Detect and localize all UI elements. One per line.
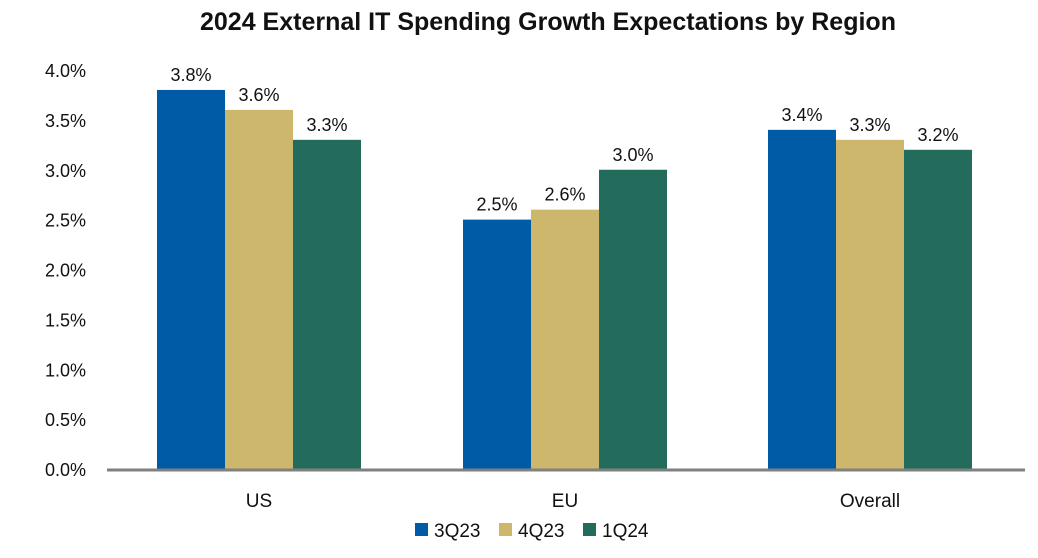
bar-1Q24-EU [599, 169, 667, 469]
y-tick-label: 3.0% [45, 161, 86, 181]
data-label: 3.3% [849, 115, 890, 135]
y-tick-label: 2.5% [45, 211, 86, 231]
y-tick-label: 0.5% [45, 410, 86, 430]
legend-label-1Q24: 1Q24 [602, 521, 649, 542]
y-tick-label: 2.0% [45, 261, 86, 281]
data-label: 3.0% [612, 145, 653, 165]
bar-1Q24-Overall [904, 149, 972, 470]
x-tick-label: US [246, 491, 272, 512]
y-tick-label: 0.0% [45, 460, 86, 480]
legend-swatch-1Q24 [583, 523, 596, 536]
data-label: 3.6% [238, 85, 279, 105]
x-tick-label: EU [552, 491, 578, 512]
legend-label-3Q23: 3Q23 [434, 521, 480, 542]
data-label: 2.6% [544, 185, 585, 205]
data-label: 3.2% [917, 125, 958, 145]
data-label: 3.8% [170, 65, 211, 85]
bar-3Q23-US [157, 89, 225, 469]
data-label: 2.5% [476, 195, 517, 215]
y-tick-label: 1.5% [45, 310, 86, 330]
bar-1Q24-US [293, 139, 361, 469]
legend-swatch-3Q23 [415, 523, 428, 536]
bar-4Q23-Overall [836, 139, 904, 469]
y-tick-label: 4.0% [45, 61, 86, 81]
x-tick-label: Overall [840, 491, 900, 512]
legend: 3Q23 4Q23 1Q24 [415, 521, 649, 542]
data-label: 3.3% [306, 115, 347, 135]
legend-swatch-4Q23 [499, 523, 512, 536]
bar-3Q23-Overall [768, 129, 836, 469]
y-tick-label: 1.0% [45, 360, 86, 380]
legend-label-4Q23: 4Q23 [518, 521, 564, 542]
data-label: 3.4% [781, 105, 822, 125]
bar-4Q23-US [225, 109, 293, 470]
bar-4Q23-EU [531, 209, 599, 469]
chart-title: 2024 External IT Spending Growth Expecta… [200, 8, 896, 36]
y-tick-label: 3.5% [45, 111, 86, 131]
bar-3Q23-EU [463, 219, 531, 469]
